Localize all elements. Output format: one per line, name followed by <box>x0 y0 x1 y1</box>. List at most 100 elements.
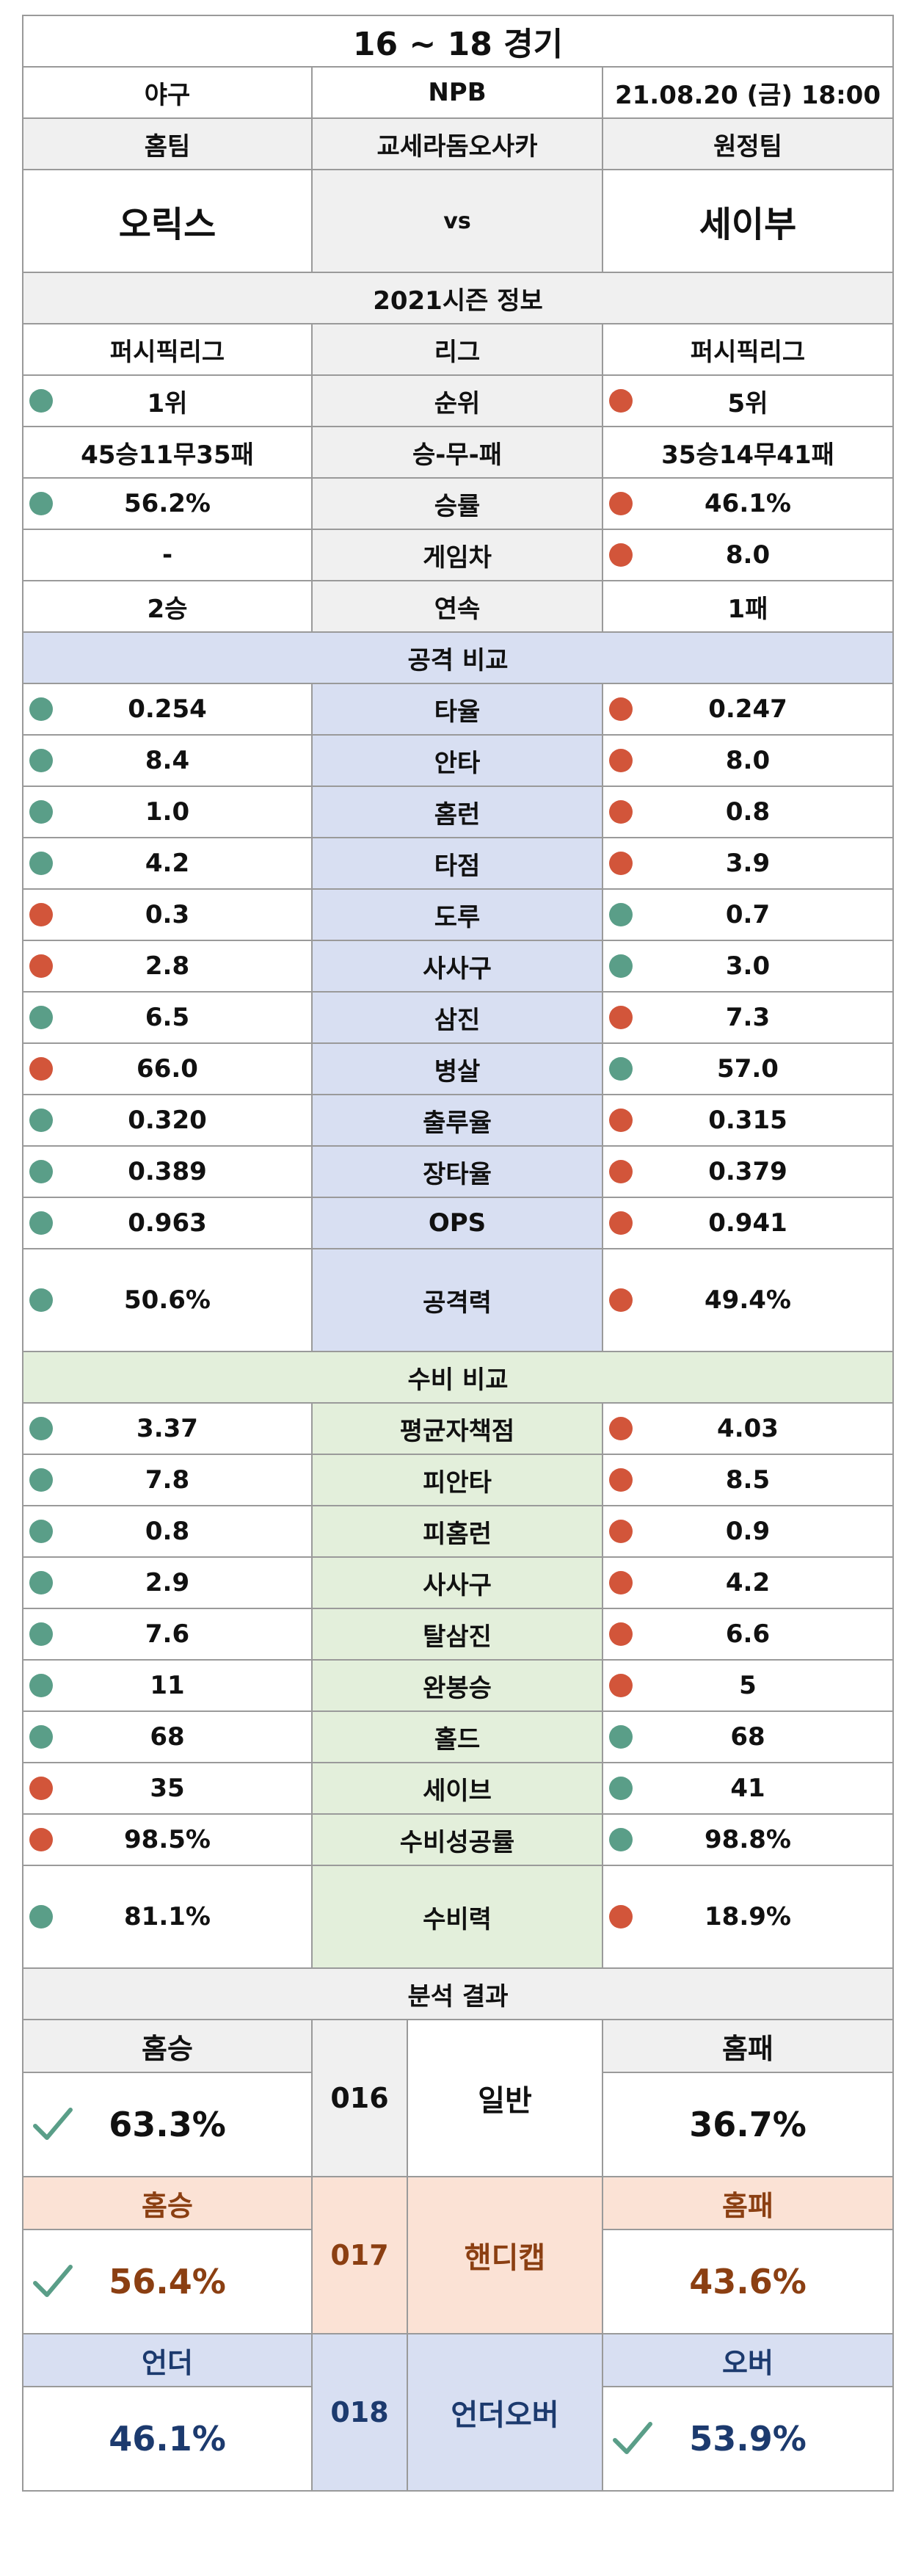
stat-label: 평균자책점 <box>311 1402 603 1455</box>
analysis-left-label: 언더 <box>22 2333 313 2387</box>
away-indicator-dot <box>609 1571 633 1594</box>
home-indicator-dot <box>29 1109 53 1132</box>
away-indicator-dot <box>609 1006 633 1029</box>
home-indicator-dot <box>29 1520 53 1543</box>
bet-type: 핸디캡 <box>407 2176 603 2334</box>
away-stat-value: 0.315 <box>602 1094 894 1147</box>
home-stat-value: 45승11무35패 <box>22 426 313 479</box>
home-stat-value: 0.8 <box>22 1505 313 1558</box>
stat-label: 홈런 <box>311 786 603 838</box>
stat-label: 타율 <box>311 683 603 736</box>
stat-label: 피안타 <box>311 1454 603 1506</box>
stat-label: 순위 <box>311 374 603 427</box>
stat-row: 8.4 안타 8.0 <box>22 734 894 787</box>
away-stat-value: 0.8 <box>602 786 894 838</box>
match-sheet: 16 ~ 18 경기 야구 NPB 21.08.20 (금) 18:00 홈팀 … <box>22 15 894 2492</box>
away-indicator-dot <box>609 1777 633 1800</box>
away-stat-value: 5 <box>602 1659 894 1712</box>
stat-row: 0.254 타율 0.247 <box>22 683 894 736</box>
home-stat-text: 4.2 <box>145 849 190 878</box>
stat-label: 세이브 <box>311 1762 603 1815</box>
away-stat-value: 4.03 <box>602 1402 894 1455</box>
away-stat-value: 0.941 <box>602 1197 894 1249</box>
home-indicator-dot <box>29 1674 53 1697</box>
away-stat-value: 8.0 <box>602 529 894 581</box>
stat-label: 출루율 <box>311 1094 603 1147</box>
home-indicator-dot <box>29 1622 53 1646</box>
attack-header: 공격 비교 <box>22 631 894 684</box>
away-stat-value: 퍼시픽리그 <box>602 323 894 376</box>
home-stat-text: 2.9 <box>145 1568 190 1597</box>
home-indicator-dot <box>29 954 53 978</box>
stat-label: 병살 <box>311 1042 603 1095</box>
defense-header: 수비 비교 <box>22 1351 894 1404</box>
analysis-header: 분석 결과 <box>22 1967 894 2020</box>
home-indicator-dot <box>29 800 53 824</box>
game-code: 017 <box>311 2176 408 2334</box>
home-indicator-dot <box>29 1057 53 1081</box>
home-stat-value: 56.2% <box>22 477 313 530</box>
home-stat-text: 0.3 <box>145 900 190 929</box>
stat-label: 삼진 <box>311 991 603 1044</box>
away-stat-text: 68 <box>730 1722 765 1752</box>
stat-label: 공격력 <box>311 1248 603 1352</box>
away-stat-text: 8.5 <box>725 1465 771 1495</box>
stat-label: 완봉승 <box>311 1659 603 1712</box>
away-stat-text: 0.379 <box>708 1157 787 1186</box>
stat-label: 리그 <box>311 323 603 376</box>
stat-row: 98.5% 수비성공률 98.8% <box>22 1813 894 1866</box>
home-indicator-dot <box>29 492 53 515</box>
home-stat-value: 0.963 <box>22 1197 313 1249</box>
home-stat-value: 98.5% <box>22 1813 313 1866</box>
away-stat-text: 41 <box>730 1774 765 1803</box>
away-indicator-dot <box>609 1468 633 1492</box>
away-stat-text: 5 <box>739 1671 757 1700</box>
season-header: 2021시즌 정보 <box>22 272 894 324</box>
stat-row: 0.389 장타율 0.379 <box>22 1145 894 1198</box>
stat-row: 2.9 사사구 4.2 <box>22 1556 894 1609</box>
away-stat-text: 0.247 <box>708 694 787 724</box>
home-indicator-dot <box>29 389 53 413</box>
away-indicator-dot <box>609 1520 633 1543</box>
stat-row: 50.6% 공격력 49.4% <box>22 1248 894 1352</box>
stat-label: 사사구 <box>311 1556 603 1609</box>
away-indicator-dot <box>609 1622 633 1646</box>
home-stat-text: 퍼시픽리그 <box>109 337 225 367</box>
home-stat-value: - <box>22 529 313 581</box>
away-indicator-dot <box>609 749 633 772</box>
stat-row: 11 완봉승 5 <box>22 1659 894 1712</box>
away-stat-text: 6.6 <box>725 1619 771 1649</box>
away-stat-value: 6.6 <box>602 1608 894 1661</box>
away-indicator-dot <box>609 1417 633 1440</box>
away-indicator-dot <box>609 1674 633 1697</box>
away-stat-value: 46.1% <box>602 477 894 530</box>
home-stat-text: 3.37 <box>136 1414 198 1443</box>
analysis-left-label: 홈승 <box>22 2019 313 2073</box>
stat-row: 퍼시픽리그 리그 퍼시픽리그 <box>22 323 894 376</box>
away-stat-value: 3.9 <box>602 837 894 890</box>
home-team-label: 홈팀 <box>22 117 313 170</box>
versus: vs <box>311 169 603 273</box>
away-stat-text: 0.9 <box>725 1517 771 1546</box>
stat-label: 타점 <box>311 837 603 890</box>
away-stat-value: 57.0 <box>602 1042 894 1095</box>
away-indicator-dot <box>609 1288 633 1312</box>
check-icon <box>32 2263 73 2301</box>
stat-row: 68 홀드 68 <box>22 1710 894 1763</box>
home-indicator-dot <box>29 1828 53 1851</box>
home-indicator-dot <box>29 1905 53 1929</box>
home-stat-value: 7.6 <box>22 1608 313 1661</box>
home-stat-text: 6.5 <box>145 1003 190 1032</box>
stat-row: 45승11무35패 승-무-패 35승14무41패 <box>22 426 894 479</box>
home-stat-value: 2.9 <box>22 1556 313 1609</box>
away-indicator-dot <box>609 1160 633 1183</box>
stat-label: 수비성공률 <box>311 1813 603 1866</box>
analysis-left-label: 홈승 <box>22 2176 313 2230</box>
home-stat-text: 81.1% <box>124 1902 211 1931</box>
home-indicator-dot <box>29 1288 53 1312</box>
away-stat-text: 퍼시픽리그 <box>690 337 806 367</box>
home-stat-text: 35 <box>150 1774 185 1803</box>
away-team-name: 세이부 <box>602 169 894 273</box>
stat-row: 7.8 피안타 8.5 <box>22 1454 894 1506</box>
away-indicator-dot <box>609 492 633 515</box>
